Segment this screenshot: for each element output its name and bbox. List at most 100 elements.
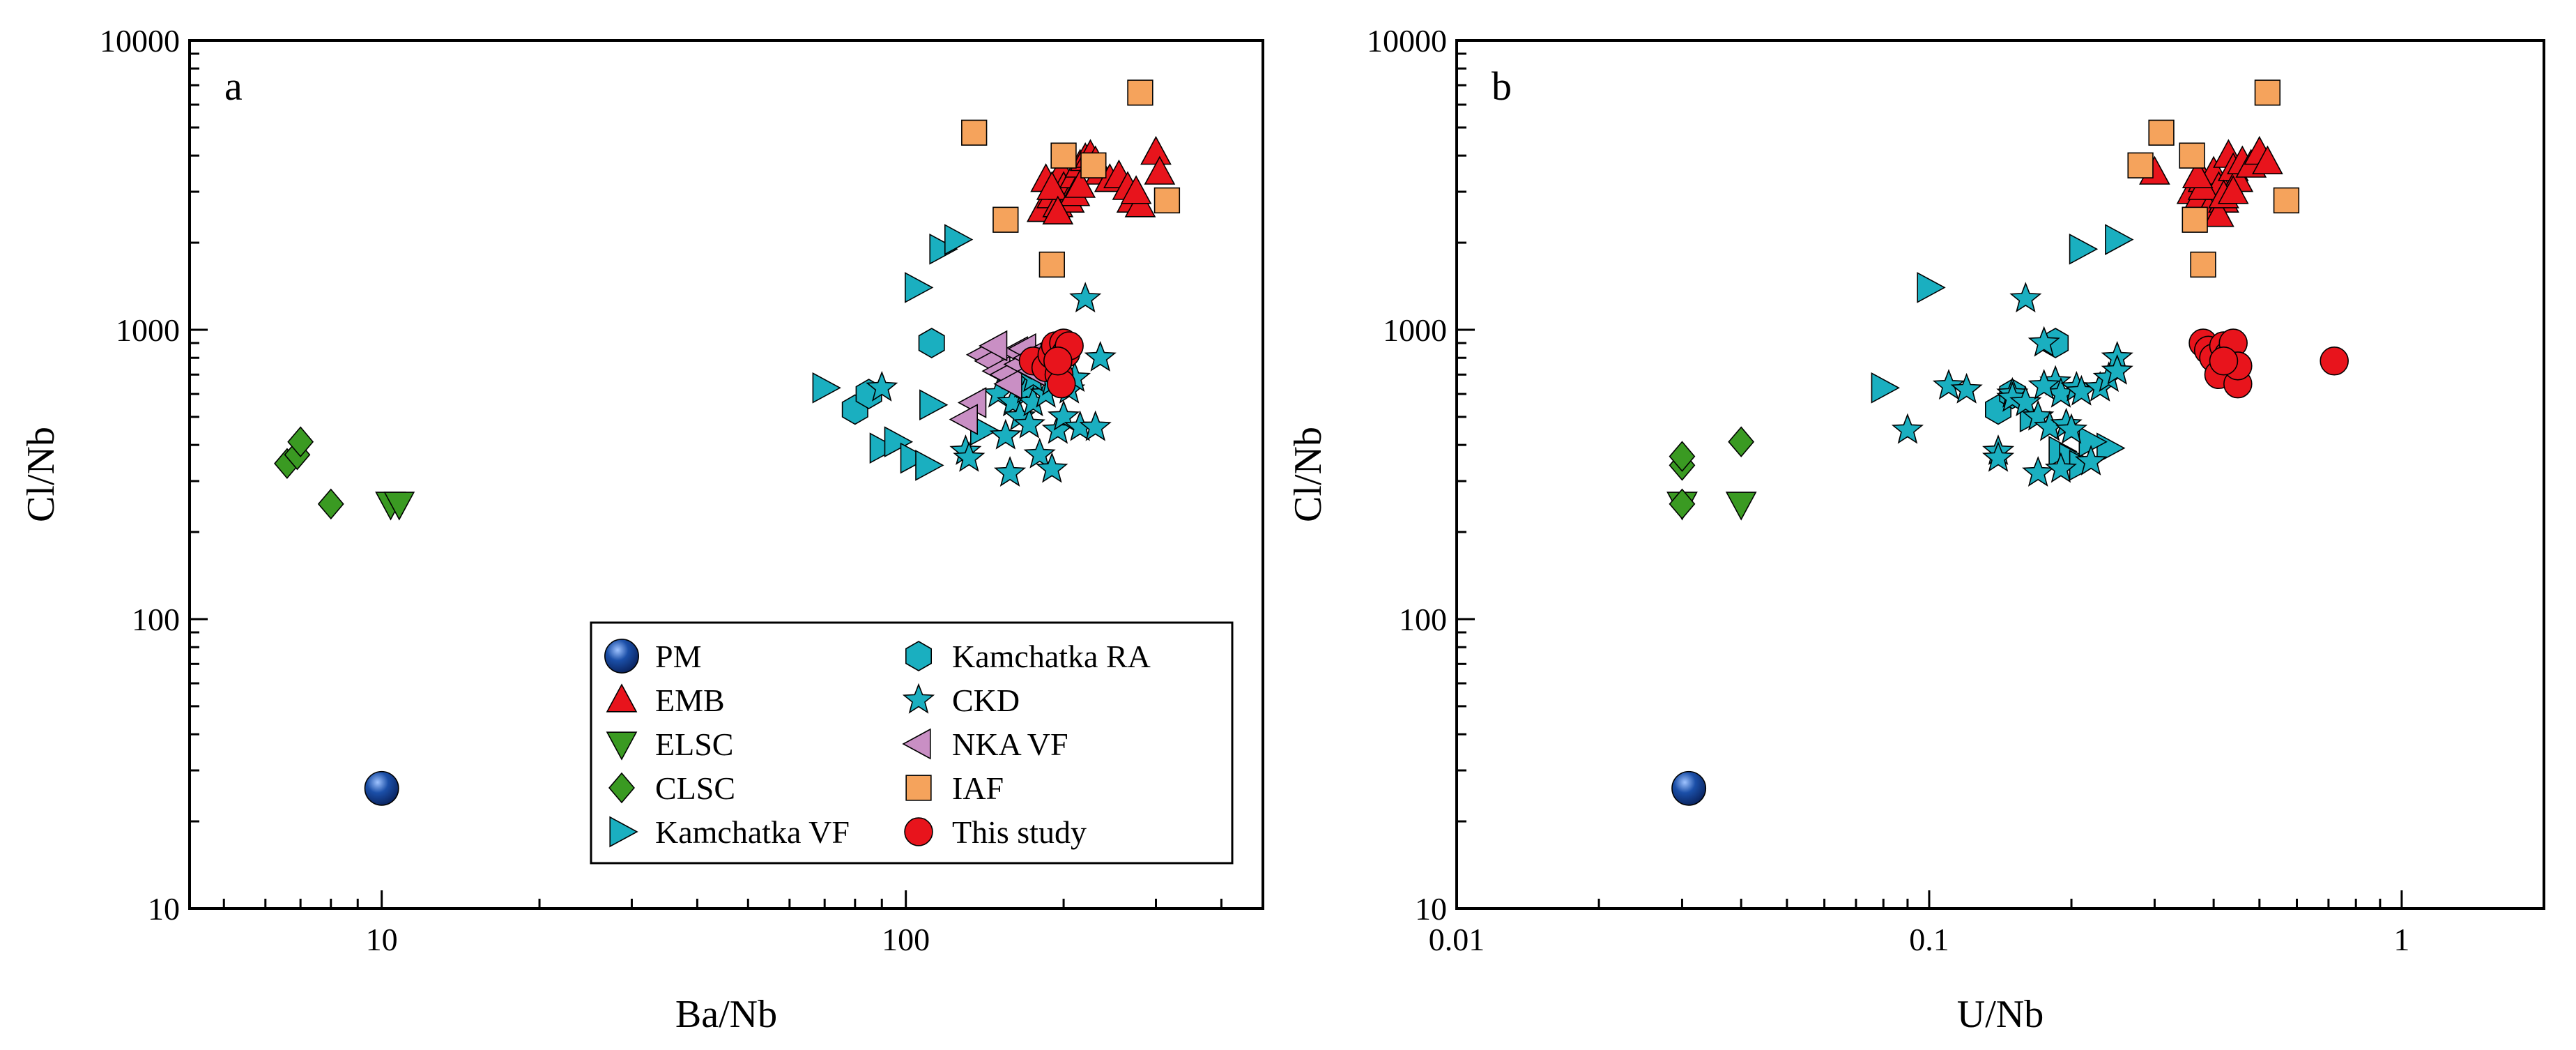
panel-b-y-tick-label: 10000 — [1367, 23, 1447, 59]
legend-label-clsc: CLSC — [655, 770, 735, 806]
panel-b-y-tick-label: 100 — [1399, 602, 1447, 637]
panel-a-point-emb — [1140, 135, 1172, 165]
legend-item-kamchatka-ra: Kamchatka RA — [905, 639, 1151, 674]
panel-a-point-elsc — [383, 492, 415, 521]
panel-b-point-kamchatka-vf — [1917, 272, 1946, 303]
panel-b-point-ckd — [2044, 452, 2078, 483]
panel-b-x-axis-label: U/Nb — [1957, 993, 2044, 1036]
panel-b-point-ckd — [1932, 369, 1965, 400]
panel-b-point-pm — [1671, 770, 1707, 806]
legend-label-kamchatka-ra: Kamchatka RA — [952, 639, 1151, 674]
panel-a-point-nka-vf — [979, 330, 1008, 362]
panel-a-point-iaf — [1127, 79, 1153, 106]
legend-marker-emb — [606, 683, 638, 713]
panel-b-point-this-study — [2320, 347, 2349, 376]
panel-a-series-elsc — [375, 492, 415, 521]
panel-a-point-iaf — [1080, 152, 1107, 178]
panel-a-series-emb — [1026, 135, 1176, 225]
panel-a-point-ckd — [1023, 437, 1056, 469]
legend-label-kamchatka-vf: Kamchatka VF — [655, 814, 850, 850]
panel-a-point-ckd — [1084, 340, 1117, 372]
panel-b-point-ckd — [2022, 456, 2055, 487]
legend-marker-this-study — [904, 817, 933, 846]
panel-b-point-iaf — [2148, 119, 2175, 146]
panel-b-y-tick-label: 10 — [1415, 891, 1447, 927]
panel-b-point-iaf — [2273, 187, 2300, 214]
panel-a-series-iaf — [961, 79, 1181, 278]
panel-a-point-ckd — [989, 418, 1022, 450]
legend-marker-nka-vf — [902, 728, 931, 760]
panel-b-point-kamchatka-vf — [2105, 224, 2134, 255]
panel-b-series-this-study — [2188, 328, 2349, 399]
panel-a-point-kamchatka-vf — [900, 442, 930, 474]
panel-a-series-kamchatka-vf — [812, 224, 999, 481]
panel-b-x-tick-label: 0.01 — [1429, 922, 1485, 957]
panel-b-series-emb — [2139, 135, 2283, 227]
panel-a-point-kamchatka-vf — [884, 426, 914, 458]
panel-a-point-ckd — [993, 456, 1027, 487]
legend-label-nka-vf: NKA VF — [952, 726, 1068, 762]
panel-b-point-emb — [2203, 198, 2234, 227]
panel-b-plot-frame — [1455, 39, 2545, 910]
panel-a-y-tick-label: 10000 — [100, 23, 180, 59]
panel-a-point-emb — [1064, 169, 1096, 198]
panel-b-point-ckd — [2027, 326, 2060, 357]
panel-a-x-axis-label: Ba/Nb — [675, 993, 777, 1036]
panel-b-point-clsc — [1669, 441, 1696, 472]
panel-a-point-iaf — [1153, 187, 1181, 214]
panel-a-point-kamchatka-vf — [915, 450, 944, 481]
panel-b-point-ckd — [1950, 372, 1983, 404]
legend-item-this-study: This study — [904, 814, 1087, 850]
legend-item-iaf: IAF — [905, 770, 1004, 806]
legend-label-this-study: This study — [952, 814, 1087, 850]
panel-a-point-pm — [364, 770, 399, 806]
panel-a-point-clsc — [317, 488, 344, 520]
legend-item-emb: EMB — [606, 683, 725, 718]
panel-b-point-ckd — [2055, 413, 2088, 444]
panel-a-panel-label: a — [224, 63, 243, 109]
panel-a-x-tick-label: 10 — [366, 922, 398, 957]
legend-label-ckd: CKD — [952, 683, 1020, 718]
panel-a-point-iaf — [961, 119, 988, 146]
panel-b-point-emb — [2217, 175, 2249, 204]
legend-marker-pm — [604, 639, 639, 674]
panel-a-point-nka-vf — [993, 368, 1022, 400]
panel-b-point-iaf — [2127, 152, 2154, 178]
panel-b-point-elsc — [1725, 492, 1757, 521]
panel-b-point-iaf — [2254, 79, 2281, 106]
panel-a-point-ckd — [1036, 452, 1068, 483]
panel-a-point-iaf — [1038, 251, 1065, 278]
panel-a-point-ckd — [1079, 410, 1112, 441]
legend-item-clsc: CLSC — [608, 770, 735, 806]
panel-b-point-clsc — [1669, 488, 1696, 520]
panel-b-point-ckd — [1982, 441, 2015, 472]
panel-b-point-ckd — [2009, 282, 2042, 313]
panel-b-series-iaf — [2127, 79, 2300, 278]
panel-b-point-kamchatka-vf — [1871, 372, 1900, 404]
panel-a-series-pm — [364, 770, 399, 806]
legend-marker-kamchatka-vf — [609, 816, 638, 848]
panel-b-point-iaf — [2190, 251, 2216, 278]
panel-b-point-emb — [2252, 145, 2283, 174]
panel-b-y-tick-label: 1000 — [1383, 312, 1447, 348]
legend-label-pm: PM — [655, 639, 701, 674]
panel-b-point-clsc — [1728, 426, 1755, 457]
legend-item-ckd: CKD — [902, 683, 1020, 718]
legend: PM EMB ELSC CLSC Kamchatka VF Kamchatka RA CKD… — [590, 621, 1234, 865]
panel-a-point-kamchatka-vf — [944, 224, 974, 255]
panel-a-point-kamchatka-ra — [918, 328, 945, 358]
legend-marker-iaf — [905, 775, 932, 801]
panel-a: 10 100 10 100 1000 10000 Ba/Nb Cl/Nb a PM EMB ELSC C… — [20, 23, 1264, 1036]
panel-b: 0.01 0.1 1 10 100 1000 10000 U/Nb Cl/Nb b — [1287, 23, 2545, 1036]
panel-b-point-ckd — [2027, 369, 2060, 400]
panel-b-point-iaf — [2179, 142, 2205, 169]
panel-b-series-clsc — [1669, 426, 1755, 520]
panel-a-point-nka-vf — [949, 404, 978, 435]
panel-a-y-tick-label: 100 — [132, 602, 180, 637]
panel-a-x-tick-label: 100 — [882, 922, 930, 957]
panel-a-point-kamchatka-vf — [905, 272, 934, 303]
panel-a-plot-frame — [188, 39, 1264, 910]
panel-b-point-emb — [2182, 159, 2214, 189]
panel-b-series-kamchatka-vf — [1871, 224, 2134, 481]
legend-marker-elsc — [606, 731, 638, 761]
